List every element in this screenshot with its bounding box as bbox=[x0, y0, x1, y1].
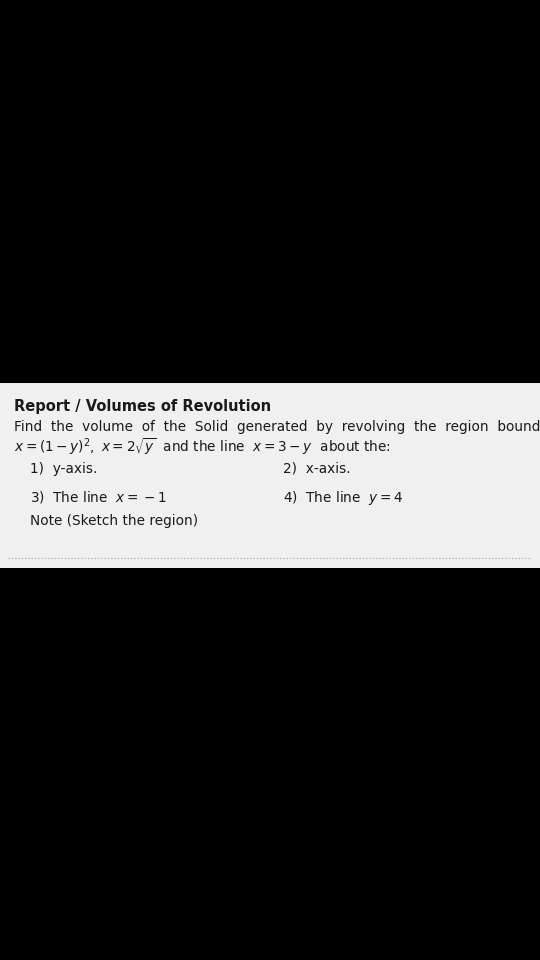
Text: 2)  x-axis.: 2) x-axis. bbox=[283, 462, 350, 476]
Text: 3)  The line  $x = -1$: 3) The line $x = -1$ bbox=[30, 489, 166, 505]
Text: 1)  y-axis.: 1) y-axis. bbox=[30, 462, 97, 476]
FancyBboxPatch shape bbox=[0, 383, 540, 568]
Text: Note (Sketch the region): Note (Sketch the region) bbox=[30, 514, 198, 528]
Text: Find  the  volume  of  the  Solid  generated  by  revolving  the  region  bounde: Find the volume of the Solid generated b… bbox=[14, 420, 540, 434]
Text: Report / Volumes of Revolution: Report / Volumes of Revolution bbox=[14, 399, 271, 414]
Text: 4)  The line  $y = 4$: 4) The line $y = 4$ bbox=[283, 489, 403, 507]
Text: $x = (1-y)^{2}$$,\ x = 2\sqrt{y}$  and the line  $x = 3-y$  about the:: $x = (1-y)^{2}$$,\ x = 2\sqrt{y}$ and th… bbox=[14, 436, 391, 457]
